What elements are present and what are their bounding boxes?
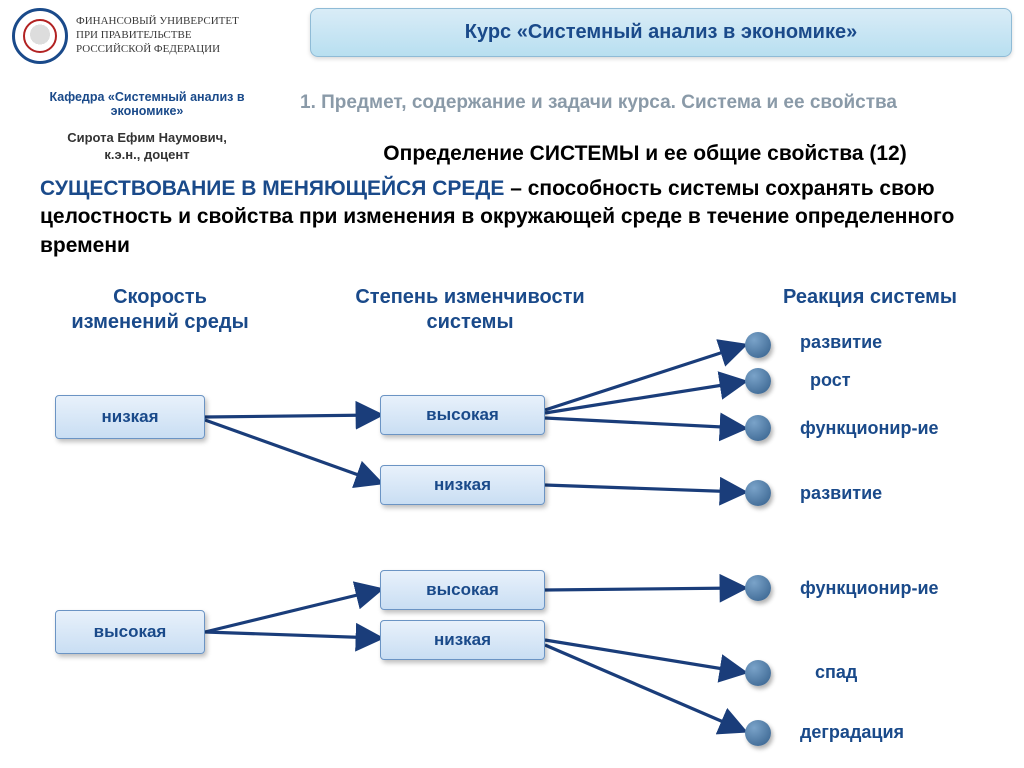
author-line: Сирота Ефим Наумович, xyxy=(12,130,282,147)
variability-node: низкая xyxy=(380,465,545,505)
reaction-label: функционир-ие xyxy=(800,578,939,599)
logo-line: ПРИ ПРАВИТЕЛЬСТВЕ xyxy=(76,29,239,43)
logo-line: РОССИЙСКОЙ ФЕДЕРАЦИИ xyxy=(76,43,239,57)
col-head-line: Степень изменчивости xyxy=(330,285,610,310)
reaction-dot-icon xyxy=(745,575,771,601)
reaction-label: деградация xyxy=(800,722,904,743)
arrow xyxy=(205,415,378,417)
definition-term: СУЩЕСТВОВАНИЕ В МЕНЯЮЩЕЙСЯ СРЕДЕ xyxy=(40,177,504,200)
slide-subtitle: Определение СИСТЕМЫ и ее общие свойства … xyxy=(300,142,990,166)
arrow xyxy=(545,485,742,492)
col-head-line: Скорость xyxy=(55,285,265,310)
reaction-label: спад xyxy=(815,662,857,683)
column-header-reaction: Реакция системы xyxy=(750,285,990,310)
col-head-line: системы xyxy=(330,310,610,335)
reaction-label: функционир-ие xyxy=(800,418,939,439)
arrow xyxy=(545,640,742,672)
reaction-label: развитие xyxy=(800,483,882,504)
university-seal-icon xyxy=(12,8,68,64)
variability-node: высокая xyxy=(380,395,545,435)
reaction-label: рост xyxy=(810,370,851,391)
section-title: Предмет, содержание и задачи курса. Сист… xyxy=(321,92,897,113)
arrow xyxy=(545,382,742,413)
logo-line: ФИНАНСОВЫЙ УНИВЕРСИТЕТ xyxy=(76,15,239,29)
department-author-block: Кафедра «Системный анализ в экономике» С… xyxy=(12,90,282,164)
variability-node: высокая xyxy=(380,570,545,610)
column-header-variability: Степень изменчивости системы xyxy=(330,285,610,335)
reaction-dot-icon xyxy=(745,720,771,746)
reaction-dot-icon xyxy=(745,660,771,686)
arrow xyxy=(205,590,378,632)
course-title-banner: Курс «Системный анализ в экономике» xyxy=(310,8,1012,57)
university-name: ФИНАНСОВЫЙ УНИВЕРСИТЕТ ПРИ ПРАВИТЕЛЬСТВЕ… xyxy=(76,15,239,56)
department-label: Кафедра «Системный анализ в экономике» xyxy=(12,90,282,118)
col-head-line: изменений среды xyxy=(55,310,265,335)
speed-node: низкая xyxy=(55,395,205,439)
reaction-dot-icon xyxy=(745,332,771,358)
reaction-dot-icon xyxy=(745,368,771,394)
author-name: Сирота Ефим Наумович, к.э.н., доцент xyxy=(12,130,282,164)
section-number: 1. xyxy=(300,92,316,113)
reaction-dot-icon xyxy=(745,415,771,441)
author-line: к.э.н., доцент xyxy=(12,147,282,164)
variability-node: низкая xyxy=(380,620,545,660)
arrow xyxy=(205,632,378,638)
arrow xyxy=(545,346,742,410)
arrow xyxy=(205,420,378,482)
section-heading: 1. Предмет, содержание и задачи курса. С… xyxy=(300,92,897,114)
reaction-dot-icon xyxy=(745,480,771,506)
reaction-label: развитие xyxy=(800,332,882,353)
column-header-speed: Скорость изменений среды xyxy=(55,285,265,335)
header: ФИНАНСОВЫЙ УНИВЕРСИТЕТ ПРИ ПРАВИТЕЛЬСТВЕ… xyxy=(0,0,1024,64)
speed-node: высокая xyxy=(55,610,205,654)
university-logo-block: ФИНАНСОВЫЙ УНИВЕРСИТЕТ ПРИ ПРАВИТЕЛЬСТВЕ… xyxy=(12,8,292,64)
arrow xyxy=(545,645,742,730)
arrow xyxy=(545,588,742,590)
definition-paragraph: СУЩЕСТВОВАНИЕ В МЕНЯЮЩЕЙСЯ СРЕДЕ – спосо… xyxy=(40,175,990,260)
arrow xyxy=(545,418,742,428)
